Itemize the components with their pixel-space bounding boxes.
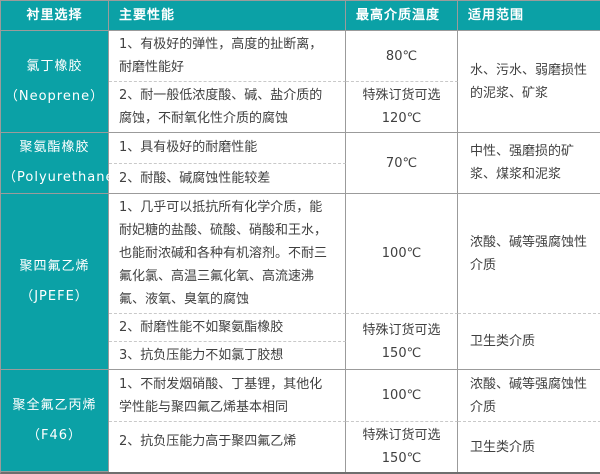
material-cell-ptfe: 聚四氟乙烯 （JPEFE） — [1, 194, 109, 370]
temperature-value: 120℃ — [381, 111, 422, 126]
material-name-en: （Polyurethane） — [3, 170, 129, 185]
temperature-cell: 特殊订货可选 150℃ — [346, 314, 458, 370]
temperature-cell: 100℃ — [346, 370, 458, 422]
range-cell: 中性、强磨损的矿浆、煤浆和泥浆 — [458, 133, 600, 194]
material-name-en: （Neoprene） — [4, 88, 105, 104]
temperature-cell: 80℃ — [346, 31, 458, 82]
range-cell: 卫生类介质 — [458, 314, 600, 370]
performance-cell: 2、耐一般低浓度酸、碱、盐介质的腐蚀，不耐氧化性介质的腐蚀 — [109, 82, 346, 133]
table-row: 聚氨酯橡胶 （Polyurethane） 1、具有极好的耐磨性能 70℃ 中性、… — [1, 133, 600, 194]
material-name: 聚氨酯橡胶 — [19, 140, 90, 155]
temperature-cell: 70℃ — [346, 133, 458, 194]
temperature-cell: 特殊订货可选 120℃ — [346, 82, 458, 133]
temperature-cell: 100℃ — [346, 194, 458, 314]
table-row: 聚全氟乙丙烯 （F46） 1、不耐发烟硝酸、丁基锂，其他化学性能与聚四氟乙烯基本… — [1, 370, 600, 472]
performance-cell: 1、几乎可以抵抗所有化学介质，能耐妃糖的盐酸、硫酸、硝酸和王水，也能耐浓碱和各种… — [109, 194, 346, 314]
temperature-value: 150℃ — [381, 345, 422, 361]
material-name-en: （JPEFE） — [20, 288, 89, 304]
material-cell-f46: 聚全氟乙丙烯 （F46） — [1, 370, 109, 472]
table-row: 2、耐一般低浓度酸、碱、盐介质的腐蚀，不耐氧化性介质的腐蚀 特殊订货可选 120… — [1, 82, 600, 133]
table-row: 2、耐酸、碱腐蚀性能较差 — [1, 163, 600, 194]
material-name-en: （F46） — [26, 427, 83, 443]
performance-cell: 1、不耐发烟硝酸、丁基锂，其他化学性能与聚四氟乙烯基本相同 — [109, 370, 346, 422]
material-cell-neoprene: 氯丁橡胶 （Neoprene） — [1, 31, 109, 133]
performance-cell: 3、抗负压能力不如氯丁胶想 — [109, 342, 346, 370]
temperature-value: 150℃ — [381, 451, 422, 466]
performance-cell: 2、耐酸、碱腐蚀性能较差 — [109, 163, 346, 194]
range-cell: 浓酸、碱等强腐蚀性介质 — [458, 194, 600, 314]
table-row: 2、耐磨性能不如聚氨酯橡胶 特殊订货可选 150℃ 卫生类介质 — [1, 314, 600, 370]
material-cell-polyurethane: 聚氨酯橡胶 （Polyurethane） — [1, 133, 129, 194]
header-performance: 主要性能 — [109, 1, 346, 31]
material-name: 聚全氟乙丙烯 — [12, 397, 97, 413]
table-row: 3、抗负压能力不如氯丁胶想 — [1, 342, 600, 370]
header-row: 衬里选择 主要性能 最高介质温度 适用范围 — [1, 1, 600, 31]
temperature-note: 特殊订货可选 — [362, 322, 441, 338]
performance-cell: 2、抗负压能力高于聚四氟乙烯 — [109, 422, 346, 472]
temperature-cell: 特殊订货可选 150℃ — [346, 422, 458, 472]
range-cell: 水、污水、弱磨损性的泥浆、矿浆 — [458, 31, 600, 133]
performance-cell: 2、耐磨性能不如聚氨酯橡胶 — [109, 314, 346, 342]
performance-cell: 1、具有极好的耐磨性能 — [109, 133, 346, 164]
temperature-note: 特殊订货可选 — [362, 88, 441, 103]
table-row: 聚四氟乙烯 （JPEFE） 1、几乎可以抵抗所有化学介质，能耐妃糖的盐酸、硫酸、… — [1, 194, 600, 370]
material-name: 氯丁橡胶 — [26, 58, 83, 74]
header-temperature: 最高介质温度 — [346, 1, 458, 31]
header-lining: 衬里选择 — [1, 1, 109, 31]
range-cell: 卫生类介质 — [470, 439, 536, 455]
material-name: 聚四氟乙烯 — [19, 258, 90, 274]
header-range: 适用范围 — [458, 1, 600, 31]
temperature-note: 特殊订货可选 — [362, 428, 441, 443]
table-row: 氯丁橡胶 （Neoprene） 1、有极好的弹性，高度的扯断离，耐磨性能好 80… — [1, 31, 600, 133]
range-cell: 浓酸、碱等强腐蚀性介质 — [458, 370, 600, 422]
performance-cell: 1、有极好的弹性，高度的扯断离，耐磨性能好 — [109, 31, 346, 82]
